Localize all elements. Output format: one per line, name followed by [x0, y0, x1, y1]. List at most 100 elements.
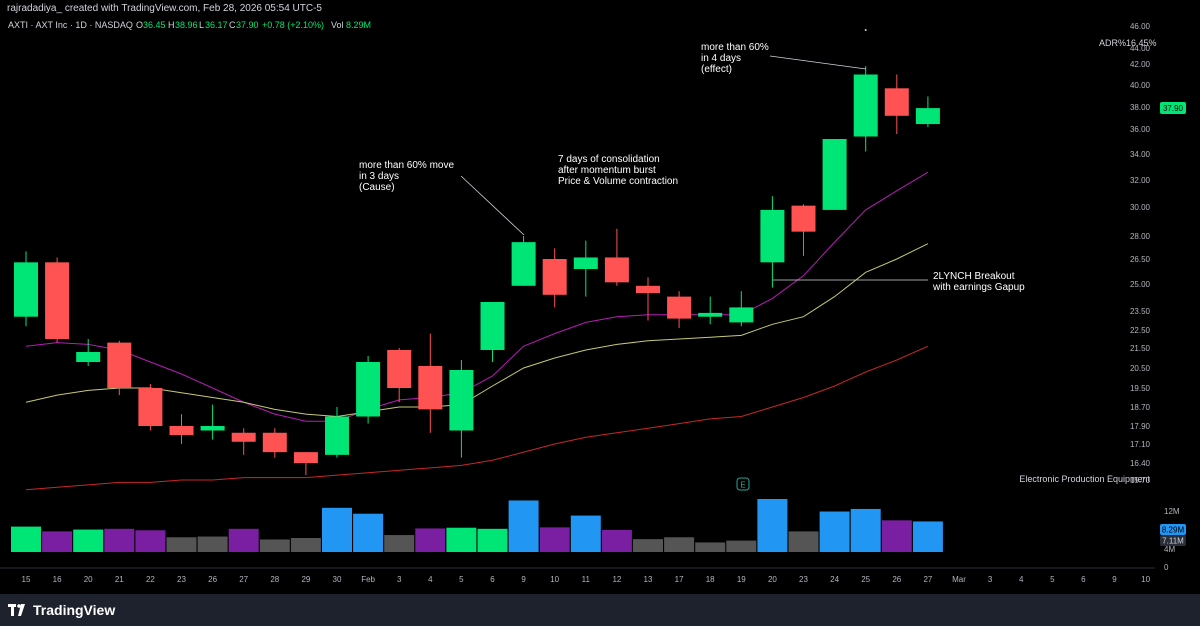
volume-bar — [695, 542, 726, 552]
credit-text: rajradadiya_ created with TradingView.co… — [7, 3, 322, 14]
time-tick: 12 — [612, 575, 621, 584]
price-tick: 32.00 — [1130, 176, 1151, 185]
volume-bar — [73, 529, 104, 552]
last-price-badge: 37.90 — [1160, 102, 1186, 114]
tradingview-logo[interactable]: TradingView — [8, 600, 115, 620]
candle-body — [915, 108, 940, 125]
candle-body — [325, 416, 349, 455]
price-tick: 17.90 — [1130, 422, 1151, 431]
adr-value: 16.45% — [1126, 38, 1157, 48]
candle — [325, 407, 349, 458]
candle — [511, 236, 536, 286]
high-label: H — [168, 20, 175, 30]
price-axis[interactable]: 46.00 44.00 42.00 40.00 38.00 36.00 34.00 32.00… — [1130, 22, 1151, 485]
candle — [262, 428, 287, 458]
candle — [822, 139, 847, 210]
volume-bar — [633, 539, 663, 552]
time-tick: 20 — [84, 575, 93, 584]
candle-body — [356, 362, 381, 417]
price-tick: 25.00 — [1130, 280, 1151, 289]
time-tick: 21 — [115, 575, 124, 584]
price-tick: 17.10 — [1130, 440, 1151, 449]
tradingview-logo-icon — [8, 604, 25, 616]
price-tick: 19.50 — [1130, 384, 1151, 393]
price-tick: 28.00 — [1130, 232, 1151, 241]
candle — [884, 74, 909, 134]
volume-bar — [384, 535, 415, 552]
candle — [293, 452, 318, 476]
volume-bar — [42, 531, 73, 552]
candle — [200, 404, 225, 440]
open-value: 36.45 — [143, 20, 166, 30]
price-tick: 36.00 — [1130, 125, 1151, 134]
candle — [729, 291, 754, 327]
volume-bar — [322, 507, 352, 552]
annotation-consolidation-line-1: 7 days of consolidation — [558, 154, 660, 165]
candle-body — [45, 262, 70, 339]
open-label: O — [136, 20, 143, 30]
candle-body — [791, 205, 816, 232]
candle — [76, 339, 101, 366]
time-tick: 23 — [177, 575, 186, 584]
candle-body — [729, 307, 754, 323]
price-tick: 18.70 — [1130, 403, 1151, 412]
candle — [356, 356, 381, 424]
volume-badge-average: 7.11M — [1162, 537, 1184, 546]
candle-body — [387, 350, 412, 388]
time-tick: 19 — [737, 575, 746, 584]
price-tick: 26.50 — [1130, 255, 1151, 264]
candle — [853, 66, 878, 152]
annotation-effect-line-2: in 4 days — [701, 53, 741, 64]
time-tick: 6 — [1081, 575, 1086, 584]
time-tick: 16 — [53, 575, 62, 584]
volume-bar — [508, 500, 539, 552]
price-tick: 44.00 — [1130, 44, 1151, 53]
time-tick: 9 — [521, 575, 526, 584]
candle — [791, 204, 816, 256]
time-tick: 13 — [644, 575, 653, 584]
volume-bar — [228, 528, 259, 552]
time-tick: 29 — [301, 575, 310, 584]
time-tick: 3 — [397, 575, 402, 584]
volume-bar — [104, 528, 135, 552]
price-tick: 42.00 — [1130, 60, 1151, 69]
price-tick: 38.00 — [1130, 103, 1151, 112]
annotation-breakout-line-2: with earnings Gapup — [932, 282, 1025, 293]
volume-bar — [912, 521, 943, 552]
candle-body — [667, 296, 692, 319]
chart[interactable]: AXTI · AXT Inc · 1D · NASDAQ O 36.45 H 3… — [0, 16, 1200, 594]
candle-body — [262, 432, 287, 453]
volume-value: 8.29M — [346, 20, 371, 30]
candle-body — [573, 257, 598, 269]
time-tick: Feb — [361, 575, 375, 584]
earnings-marker[interactable]: E — [736, 477, 750, 491]
volume-bars — [11, 499, 943, 552]
volume-bar — [446, 527, 477, 552]
earnings-marker-label: E — [740, 481, 745, 490]
volume-bar — [570, 515, 601, 552]
annotation-consolidation-line-3: Price & Volume contraction — [558, 176, 678, 187]
symbol-legend: AXTI · AXT Inc · 1D · NASDAQ O 36.45 H 3… — [8, 20, 371, 30]
time-tick: 18 — [706, 575, 715, 584]
candle-body — [169, 426, 194, 435]
time-axis[interactable]: 15 16 20 21 22 23 26 27 28 29 30 Feb 3 4 5 6 9 10 11 12 13 17… — [0, 567, 1155, 584]
volume-bar — [415, 528, 446, 552]
adr-label: ADR% — [1099, 38, 1126, 48]
candle-body — [604, 257, 629, 283]
time-tick: 27 — [239, 575, 248, 584]
time-tick: 27 — [923, 575, 932, 584]
time-tick: 10 — [550, 575, 559, 584]
candle — [14, 251, 38, 327]
time-tick: 22 — [146, 575, 155, 584]
volume-tick: 4M — [1164, 545, 1175, 554]
price-tick: 21.50 — [1130, 344, 1151, 353]
candles — [14, 29, 940, 476]
candle — [387, 348, 412, 403]
time-tick: 17 — [675, 575, 684, 584]
time-tick: 4 — [1019, 575, 1024, 584]
time-tick: 30 — [333, 575, 342, 584]
candle-body — [200, 426, 225, 431]
time-tick: Mar — [952, 575, 966, 584]
time-tick: 3 — [988, 575, 993, 584]
annotation-effect-arrow — [769, 55, 867, 70]
